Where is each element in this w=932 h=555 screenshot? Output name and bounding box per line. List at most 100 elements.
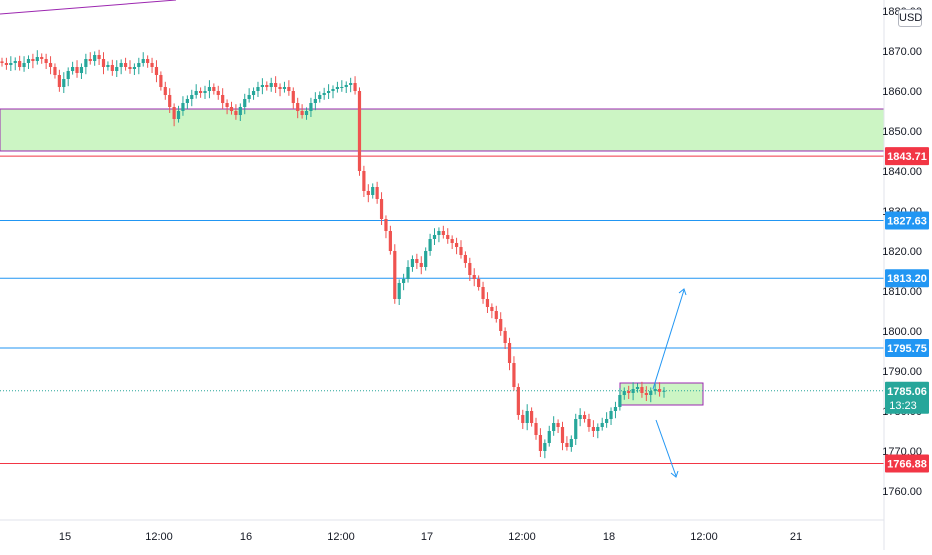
candle-body xyxy=(600,423,604,427)
candle-body xyxy=(424,251,428,267)
candle-body xyxy=(163,87,167,95)
price-tick-label: 1760.00 xyxy=(882,486,922,498)
candle-body xyxy=(596,427,600,431)
candle-body xyxy=(503,331,507,343)
candle-body xyxy=(375,187,379,199)
candle-body xyxy=(631,389,635,393)
candle-body xyxy=(309,103,313,111)
candle-body xyxy=(88,59,92,61)
price-level-tag-text: 1795.75 xyxy=(887,343,927,355)
candle-body xyxy=(530,411,534,423)
price-level-tag xyxy=(885,454,929,473)
candle-body xyxy=(119,63,123,67)
candle-body xyxy=(322,93,326,95)
projection-down-arrow xyxy=(655,419,677,477)
price-level-tag-text: 1843.71 xyxy=(887,151,927,163)
candle-body xyxy=(644,393,648,395)
level-lines-layer xyxy=(0,155,884,464)
price-level-tag-text: 1827.63 xyxy=(887,215,927,227)
price-level-tag-text: 1813.20 xyxy=(887,273,927,285)
candle-body xyxy=(437,231,441,235)
candle-body xyxy=(22,63,26,67)
candle-body xyxy=(93,55,97,61)
candle-body xyxy=(477,279,481,287)
candle-body xyxy=(340,87,344,88)
time-tick-label: 12:00 xyxy=(327,531,355,543)
candle-body xyxy=(366,191,370,195)
candle-body xyxy=(71,67,75,71)
candle-body xyxy=(128,67,132,69)
candle-body xyxy=(587,419,591,427)
drawings-layer xyxy=(0,0,687,478)
candle-body xyxy=(560,427,565,443)
time-tick-label: 15 xyxy=(59,531,71,543)
candle-body xyxy=(468,263,472,275)
candle-body xyxy=(243,99,247,107)
candle-body xyxy=(260,85,264,87)
candle-body xyxy=(543,443,547,451)
price-labels-layer: 1843.71 1827.63 1813.20 1795.75 1766.88 1785.… xyxy=(885,147,929,473)
candle-body xyxy=(53,67,57,75)
candle-body xyxy=(565,443,569,447)
candle-body xyxy=(481,287,485,299)
time-axis: 15 12:00 16 12:00 17 12:00 18 12:00 21 xyxy=(0,519,884,543)
candle-body xyxy=(296,103,300,111)
candle-body xyxy=(344,85,348,87)
candle-body xyxy=(653,389,657,391)
current-price-text: 1785.06 xyxy=(887,386,927,398)
candle-body xyxy=(75,67,79,73)
time-tick-label: 12:00 xyxy=(690,531,718,543)
price-level-tag xyxy=(885,147,929,166)
candle-body xyxy=(357,91,362,171)
candle-body xyxy=(26,59,31,63)
candle-body xyxy=(428,239,432,251)
candle-body xyxy=(454,243,459,247)
candle-body xyxy=(278,87,282,89)
candle-body xyxy=(146,59,150,63)
candle-body xyxy=(499,319,503,331)
projection-up-arrow xyxy=(652,289,685,390)
time-tick-label: 12:00 xyxy=(145,531,173,543)
candle-body xyxy=(84,59,88,67)
candle-body xyxy=(547,431,551,443)
candle-body xyxy=(225,103,229,107)
candle-body xyxy=(662,390,666,392)
candle-body xyxy=(216,91,220,95)
candle-body xyxy=(578,415,582,419)
candle-body xyxy=(212,87,216,91)
candle-body xyxy=(106,65,110,67)
candle-body xyxy=(141,59,145,63)
candle-body xyxy=(472,275,476,279)
candle-body xyxy=(485,299,490,307)
price-tick-label: 1790.00 xyxy=(882,366,922,378)
candle-body xyxy=(402,279,406,283)
candle-body xyxy=(229,107,234,111)
candle-body xyxy=(0,61,4,63)
candle-body xyxy=(534,423,538,435)
candle-body xyxy=(101,59,106,67)
currency-badge[interactable]: USD xyxy=(898,9,922,27)
candle-body xyxy=(48,63,53,67)
candle-body xyxy=(353,83,357,91)
candle-body xyxy=(335,87,340,89)
candle-body xyxy=(446,235,450,239)
candle-body xyxy=(207,87,212,91)
candle-body xyxy=(251,91,256,95)
candle-body xyxy=(57,75,61,87)
price-level-tag xyxy=(885,339,929,357)
candle-body xyxy=(609,411,613,419)
candle-body xyxy=(552,423,556,431)
candle-body xyxy=(18,61,22,67)
candle-body xyxy=(150,63,154,67)
candle-body xyxy=(137,63,141,67)
time-tick-label: 18 xyxy=(603,531,615,543)
candle-body xyxy=(569,439,573,447)
candle-body xyxy=(172,107,176,119)
time-tick-label: 17 xyxy=(421,531,433,543)
price-tick-label: 1870.00 xyxy=(882,46,922,58)
candle-body xyxy=(627,391,631,393)
candle-body xyxy=(318,95,322,99)
zones-layer xyxy=(0,108,885,406)
